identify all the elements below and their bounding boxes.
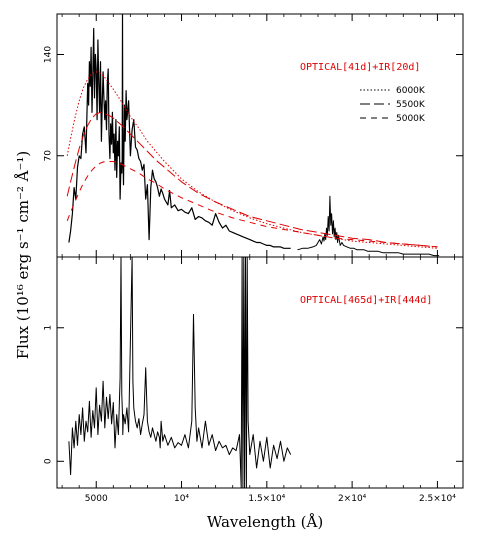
legend-label: 5000K — [396, 114, 426, 124]
x-tick-label: 2.5×10⁴ — [419, 494, 456, 504]
x-tick-label: 1.5×10⁴ — [248, 494, 285, 504]
x-tick-label: 5000 — [85, 494, 108, 504]
panel-annotation: OPTICAL[41d]+IR[20d] — [300, 62, 420, 73]
x-axis-title: Wavelength (Å) — [207, 513, 323, 531]
x-tick-label: 2×10⁴ — [338, 494, 367, 504]
y-tick-label: 140 — [44, 46, 54, 63]
bottom-panel-frame — [56, 256, 464, 489]
y-axis-title: Flux (10¹⁶ erg s⁻¹ cm⁻² Å⁻¹) — [14, 151, 32, 360]
y-tick-label: 1 — [44, 325, 54, 331]
bottom-panel: 5000 10⁴ 1.5×10⁴ 2×10⁴ 2.5×10⁴ 0 1 OPTICAL[465d… — [44, 257, 463, 504]
x-tick-label: 10⁴ — [174, 494, 189, 504]
panel-annotation: OPTICAL[465d]+IR[444d] — [300, 295, 432, 306]
legend-label: 5500K — [396, 100, 426, 110]
spectrum-line — [68, 14, 291, 249]
model-5500k-line — [66, 111, 438, 248]
model-6000k-line — [66, 71, 438, 249]
spectrum-line — [297, 195, 440, 257]
spectrum-line — [68, 257, 292, 488]
y-tick-label: 0 — [44, 458, 54, 464]
model-5000k-line — [66, 161, 438, 248]
legend-label: 6000K — [396, 86, 426, 96]
top-panel-frame — [56, 13, 464, 258]
y-tick-label: 70 — [44, 150, 54, 162]
top-panel: 70 140 OPTICAL[41d]+IR[20d] 6000K 5500K 5000K — [44, 14, 463, 258]
